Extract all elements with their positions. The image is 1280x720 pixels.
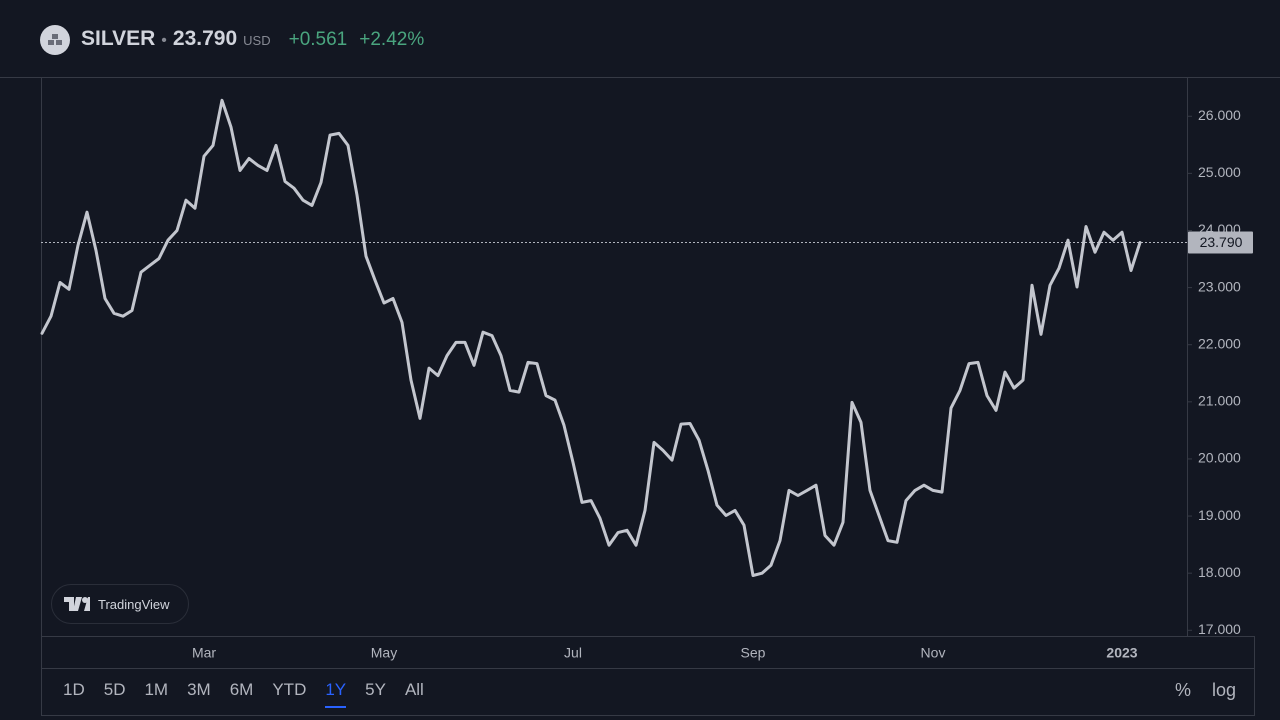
- separator: •: [161, 32, 167, 49]
- y-tick-label: 18.000: [1198, 564, 1241, 580]
- y-tick-label: 25.000: [1198, 164, 1241, 180]
- range-button[interactable]: 3M: [187, 680, 211, 699]
- y-tick-label: 19.000: [1198, 507, 1241, 523]
- scale-button[interactable]: log: [1211, 680, 1236, 700]
- scale-button[interactable]: %: [1174, 680, 1191, 700]
- currency: USD: [243, 33, 271, 48]
- y-tick-label: 26.000: [1198, 107, 1241, 123]
- range-button[interactable]: 6M: [229, 680, 254, 699]
- y-tick-label: 23.000: [1198, 278, 1241, 294]
- change: +0.561: [288, 29, 348, 50]
- branding-text: TradingView: [98, 596, 170, 612]
- range-button[interactable]: 1D: [63, 680, 85, 699]
- scale-buttons: % log: [1175, 680, 1236, 701]
- price: 23.790: [172, 27, 238, 50]
- range-button[interactable]: 1M: [144, 680, 169, 699]
- branding-logo: [64, 597, 90, 611]
- range-button[interactable]: YTD: [272, 680, 307, 699]
- header: SILVER • 23.790 USD +0.561 +2.42%: [0, 0, 1280, 78]
- y-tick-label: 21.000: [1198, 393, 1241, 409]
- range-button[interactable]: All: [404, 680, 424, 699]
- change-percent: +2.42%: [359, 29, 425, 50]
- y-tick-label: 20.000: [1198, 450, 1241, 466]
- symbol: SILVER: [81, 27, 156, 50]
- y-tick-label: 17.000: [1198, 621, 1241, 637]
- range-button[interactable]: 5Y: [365, 680, 386, 699]
- last-price-tag: [1188, 231, 1253, 254]
- range-button[interactable]: 1Y: [325, 680, 347, 708]
- x-tick-label: May: [371, 645, 397, 661]
- x-tick-label: Nov: [921, 645, 946, 661]
- x-tick-label: 2023: [1106, 645, 1137, 661]
- range-selector: 1D 5D 1M 3M 6M YTD 1Y 5Y All: [63, 680, 424, 708]
- x-tick-label: Jul: [564, 645, 582, 661]
- last-price-label: 23.790: [1200, 234, 1243, 250]
- range-button[interactable]: 5D: [103, 680, 126, 699]
- price-line-series: [40, 98, 1142, 577]
- x-tick-label: Sep: [741, 645, 766, 661]
- y-tick-label: 22.000: [1198, 335, 1241, 351]
- x-tick-label: Mar: [192, 645, 216, 661]
- symbol-logo: [40, 25, 70, 55]
- quote: SILVER • 23.790 USD +0.561 +2.42%: [81, 27, 430, 51]
- branding-badge[interactable]: TradingView: [51, 584, 189, 624]
